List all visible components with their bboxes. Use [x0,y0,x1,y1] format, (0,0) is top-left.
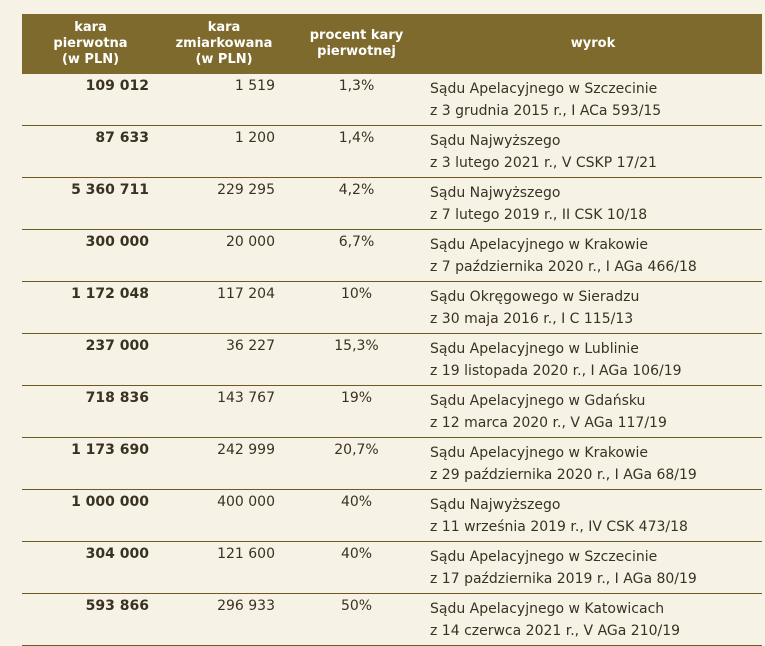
header-original-penalty: kara pierwotna (w PLN) [22,14,159,74]
header-moderated-penalty: kara zmiarkowana (w PLN) [159,14,289,74]
header-original-line: pierwotna [53,36,128,51]
court-name: Sądu Apelacyjnego w Krakowie [430,237,649,253]
ruling-reference: z 17 października 2019 r., I AGa 80/19 [430,571,697,587]
moderated-penalty-cell: 1 519 [159,74,289,126]
percent-cell: 19% [289,385,424,438]
moderated-penalty-cell: 229 295 [159,177,289,230]
original-penalty-cell: 1 000 000 [22,489,159,542]
moderated-penalty-cell: 36 227 [159,333,289,386]
percent-cell: 15,3% [289,333,424,386]
header-moderated-line: kara [207,20,241,35]
header-verdict: wyrok [424,14,762,74]
ruling-reference: z 19 listopada 2020 r., I AGa 106/19 [430,363,682,379]
table-row: 109 012 1 519 1,3% Sądu Apelacyjnego w Szcz… [22,74,762,126]
percent-cell: 50% [289,593,424,646]
verdict-cell: Sądu Apelacyjnego w Krakowie z 7 paździer… [424,229,762,282]
verdict-cell: Sądu Apelacyjnego w Lublinie z 19 listopa… [424,333,762,386]
original-penalty-cell: 718 836 [22,385,159,438]
table-header-row: kara pierwotna (w PLN) kara zmiarkowana … [22,14,762,74]
table-row: 593 866 296 933 50% Sądu Apelacyjnego w Kat… [22,593,762,646]
verdict-cell: Sądu Apelacyjnego w Katowicach z 14 czerw… [424,593,762,646]
percent-cell: 1,3% [289,74,424,126]
percent-cell: 4,2% [289,177,424,230]
original-penalty-cell: 5 360 711 [22,177,159,230]
header-percent-line: procent kary [309,28,404,43]
percent-cell: 10% [289,281,424,334]
verdict-cell: Sądu Apelacyjnego w Szczecinie z 3 grudni… [424,74,762,126]
table-row: 304 000 121 600 40% Sądu Apelacyjnego w Szc… [22,541,762,594]
table-row: 237 000 36 227 15,3% Sądu Apelacyjnego w Lu… [22,333,762,386]
verdict-cell: Sądu Najwyższego z 3 lutego 2021 r., V CS… [424,125,762,178]
original-penalty-cell: 304 000 [22,541,159,594]
court-name: Sądu Najwyższego [430,185,561,201]
court-name: Sądu Apelacyjnego w Gdańsku [430,393,646,409]
header-moderated-line: zmiarkowana [175,36,273,51]
header-original-line: kara [74,20,107,35]
verdict-cell: Sądu Najwyższego z 7 lutego 2019 r., II C… [424,177,762,230]
table-row: 718 836 143 767 19% Sądu Apelacyjnego w Gda… [22,385,762,438]
percent-cell: 6,7% [289,229,424,282]
court-name: Sądu Apelacyjnego w Szczecinie [430,81,658,97]
verdict-cell: Sądu Apelacyjnego w Szczecinie z 17 paźdz… [424,541,762,594]
penalty-table: kara pierwotna (w PLN) kara zmiarkowana … [22,14,762,646]
header-percent-line: pierwotnej [317,44,396,59]
moderated-penalty-cell: 121 600 [159,541,289,594]
moderated-penalty-cell: 117 204 [159,281,289,334]
original-penalty-cell: 87 633 [22,125,159,178]
court-name: Sądu Okręgowego w Sieradzu [430,289,640,305]
court-name: Sądu Apelacyjnego w Szczecinie [430,549,658,565]
header-moderated-line: (w PLN) [195,52,253,67]
original-penalty-cell: 237 000 [22,333,159,386]
court-name: Sądu Najwyższego [430,133,561,149]
table-row: 300 000 20 000 6,7% Sądu Apelacyjnego w Kra… [22,229,762,282]
ruling-reference: z 11 września 2019 r., IV CSK 473/18 [430,519,688,535]
table-body: 109 012 1 519 1,3% Sądu Apelacyjnego w Szcz… [22,74,762,646]
court-name: Sądu Apelacyjnego w Krakowie [430,445,649,461]
moderated-penalty-cell: 242 999 [159,437,289,490]
ruling-reference: z 3 lutego 2021 r., V CSKP 17/21 [430,155,657,171]
percent-cell: 1,4% [289,125,424,178]
ruling-reference: z 14 czerwca 2021 r., V AGa 210/19 [430,623,681,639]
percent-cell: 20,7% [289,437,424,490]
header-original-line: (w PLN) [61,52,120,67]
moderated-penalty-cell: 296 933 [159,593,289,646]
moderated-penalty-cell: 20 000 [159,229,289,282]
ruling-reference: z 3 grudnia 2015 r., I ACa 593/15 [430,103,662,119]
table-row: 5 360 711 229 295 4,2% Sądu Najwyższego z 7 … [22,177,762,230]
ruling-reference: z 7 lutego 2019 r., II CSK 10/18 [430,207,648,223]
verdict-cell: Sądu Apelacyjnego w Krakowie z 29 paździe… [424,437,762,490]
table-row: 1 173 690 242 999 20,7% Sądu Apelacyjnego w… [22,437,762,490]
verdict-cell: Sądu Najwyższego z 11 września 2019 r., I… [424,489,762,542]
moderated-penalty-cell: 1 200 [159,125,289,178]
percent-cell: 40% [289,541,424,594]
original-penalty-cell: 593 866 [22,593,159,646]
original-penalty-cell: 1 173 690 [22,437,159,490]
court-name: Sądu Najwyższego [430,497,561,513]
penalty-table-container: kara pierwotna (w PLN) kara zmiarkowana … [22,14,762,646]
table-row: 1 172 048 117 204 10% Sądu Okręgowego w Sie… [22,281,762,334]
original-penalty-cell: 300 000 [22,229,159,282]
court-name: Sądu Apelacyjnego w Lublinie [430,341,639,357]
court-name: Sądu Apelacyjnego w Katowicach [430,601,665,617]
ruling-reference: z 30 maja 2016 r., I C 115/13 [430,311,634,327]
ruling-reference: z 12 marca 2020 r., V AGa 117/19 [430,415,667,431]
moderated-penalty-cell: 143 767 [159,385,289,438]
ruling-reference: z 7 października 2020 r., I AGa 466/18 [430,259,697,275]
original-penalty-cell: 109 012 [22,74,159,126]
verdict-cell: Sądu Apelacyjnego w Gdańsku z 12 marca 20… [424,385,762,438]
table-row: 87 633 1 200 1,4% Sądu Najwyższego z 3 luteg… [22,125,762,178]
header-percent: procent kary pierwotnej [289,14,424,74]
verdict-cell: Sądu Okręgowego w Sieradzu z 30 maja 2016… [424,281,762,334]
ruling-reference: z 29 października 2020 r., I AGa 68/19 [430,467,697,483]
moderated-penalty-cell: 400 000 [159,489,289,542]
percent-cell: 40% [289,489,424,542]
original-penalty-cell: 1 172 048 [22,281,159,334]
table-row: 1 000 000 400 000 40% Sądu Najwyższego z 11 … [22,489,762,542]
